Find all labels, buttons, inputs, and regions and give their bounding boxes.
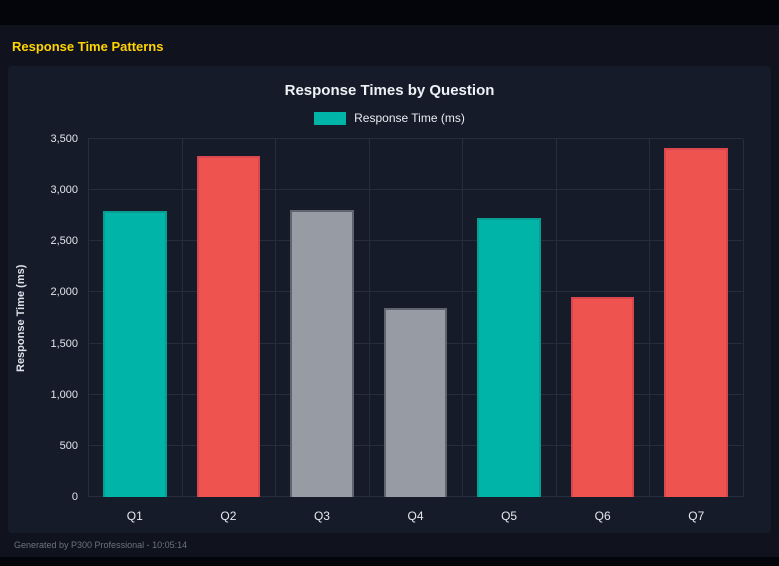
y-tick-label: 500 [59, 439, 78, 452]
x-tick-label: Q2 [220, 509, 237, 523]
top-bar [0, 0, 779, 25]
bar-slot [369, 139, 463, 497]
y-axis-title: Response Time (ms) [15, 264, 27, 372]
x-axis-labels: Q1 Q2 Q3 Q4 Q5 Q6 Q7 [88, 497, 771, 529]
v-gridline [743, 139, 744, 497]
plot-area [88, 138, 744, 497]
y-tick-label: 1,500 [50, 337, 78, 350]
bar-q3 [290, 209, 354, 497]
bar-q1 [102, 210, 167, 497]
bar-q5 [477, 217, 541, 497]
h-gridline [88, 291, 743, 293]
h-gridline [88, 138, 743, 139]
bar-q4 [383, 307, 448, 497]
bar-q7 [664, 148, 729, 497]
page-title: Response Time Patterns [12, 39, 164, 54]
bar-slot [462, 139, 556, 497]
bar-q6 [570, 296, 635, 497]
bar-slot [182, 139, 276, 497]
bar-slot [275, 139, 369, 497]
bar-slot [556, 139, 650, 497]
v-gridline [649, 139, 651, 497]
x-tick-label: Q1 [126, 509, 143, 523]
bar-q2 [196, 156, 261, 497]
y-tick-label: 1,000 [50, 388, 78, 401]
bar-slot [88, 139, 182, 497]
x-tick-label: Q6 [594, 509, 611, 523]
main-content: Response Time Patterns Response Times by… [0, 25, 779, 557]
x-tick-label: Q5 [501, 509, 518, 523]
y-tick-label: 0 [71, 491, 78, 503]
chart-title: Response Times by Question [284, 82, 495, 99]
v-gridline [275, 139, 277, 497]
legend-label: Response Time (ms) [354, 111, 465, 125]
v-gridline [181, 139, 183, 497]
bar-series [88, 139, 743, 497]
h-gridline [88, 240, 743, 242]
bar-slot [649, 139, 743, 497]
y-tick-label: 2,500 [50, 235, 78, 248]
y-tick-label: 3,500 [50, 133, 78, 145]
y-axis-ticks: 0 500 1,000 1,500 2,000 2,500 3,000 3,500 [34, 133, 88, 503]
footer-text: Generated by P300 Professional - 10:05:1… [14, 540, 188, 550]
x-tick-label: Q7 [688, 509, 705, 523]
chart-panel: Response Times by Question Response Time… [8, 66, 771, 533]
chart-area: Response Time (ms) 0 500 1,000 1,500 2,000 2,… [8, 133, 771, 503]
v-gridline [462, 139, 464, 497]
x-tick-label: Q4 [407, 509, 424, 523]
legend-item-response-time[interactable]: Response Time (ms) [314, 111, 465, 125]
v-gridline [368, 139, 370, 497]
y-tick-label: 3,000 [50, 184, 78, 197]
v-gridline [555, 139, 557, 497]
x-tick-label: Q3 [313, 509, 330, 523]
y-tick-label: 2,000 [50, 286, 78, 299]
chart-legend: Response Time (ms) [8, 111, 771, 125]
v-gridline [88, 139, 89, 497]
h-gridline [88, 189, 743, 191]
legend-swatch [314, 111, 347, 125]
